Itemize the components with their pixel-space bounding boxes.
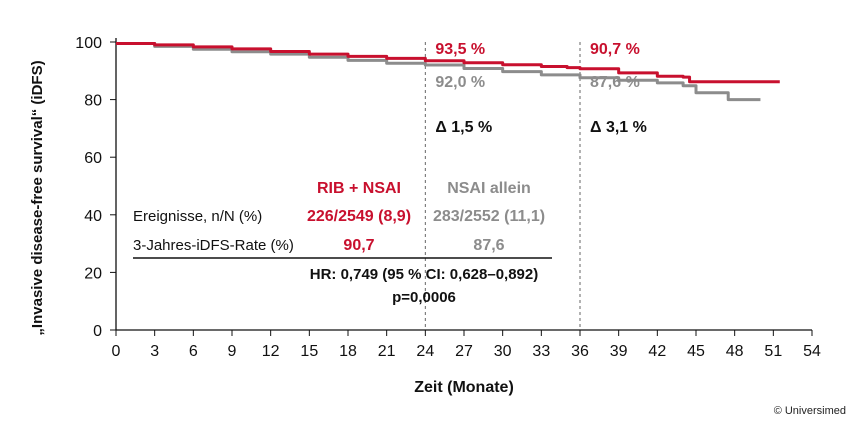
series-line-nsai-allein [116,41,761,102]
x-tick-label: 51 [764,343,782,360]
annotation-delta: Δ 1,5 % [435,119,492,136]
x-tick-label: 30 [494,343,512,360]
annotation-rib-value: 90,7 % [590,41,640,58]
annotation-nsai-value: 92,0 % [435,74,485,91]
y-axis-label: „Invasive disease-free survival“ (iDFS) [29,60,46,335]
x-tick-label: 27 [455,343,473,360]
x-axis-label: Zeit (Monate) [414,379,514,396]
x-tick-label: 15 [300,343,318,360]
x-tick-label: 33 [532,343,550,360]
hazard-ratio-text: HR: 0,749 (95 % CI: 0,628–0,892) [310,266,538,283]
x-tick-label: 24 [416,343,434,360]
table-cell-nsai: 87,6 [473,237,504,254]
y-tick-label: 80 [84,93,102,110]
table-header-rib: RIB + NSAI [317,180,401,197]
x-tick-label: 0 [112,343,121,360]
table-row-label: 3-Jahres-iDFS-Rate (%) [133,237,294,254]
series-line-rib-nsai [116,41,780,84]
table-row-label: Ereignisse, n/N (%) [133,208,262,225]
x-tick-label: 39 [610,343,628,360]
annotation-rib-value: 93,5 % [435,41,485,58]
table-cell-rib: 90,7 [343,237,374,254]
x-tick-label: 54 [803,343,821,360]
x-tick-label: 42 [648,343,666,360]
y-tick-label: 60 [84,150,102,167]
x-tick-label: 48 [726,343,744,360]
x-tick-label: 36 [571,343,589,360]
annotation-nsai-value: 87,6 % [590,74,640,91]
y-tick-label: 40 [84,208,102,225]
copyright-text: © Universimed [773,405,846,417]
table-cell-nsai: 283/2552 (11,1) [433,208,545,225]
annotation-delta: Δ 3,1 % [590,119,647,136]
x-tick-label: 18 [339,343,357,360]
table-header-nsai: NSAI allein [447,180,531,197]
y-tick-label: 100 [75,35,102,52]
x-tick-label: 6 [189,343,198,360]
x-tick-label: 3 [150,343,159,360]
x-tick-label: 9 [228,343,237,360]
y-tick-label: 0 [93,323,102,340]
table-cell-rib: 226/2549 (8,9) [307,208,411,225]
x-tick-label: 45 [687,343,705,360]
x-tick-label: 21 [378,343,396,360]
p-value-text: p=0,0006 [392,289,456,306]
y-tick-label: 20 [84,265,102,282]
x-tick-label: 12 [262,343,280,360]
